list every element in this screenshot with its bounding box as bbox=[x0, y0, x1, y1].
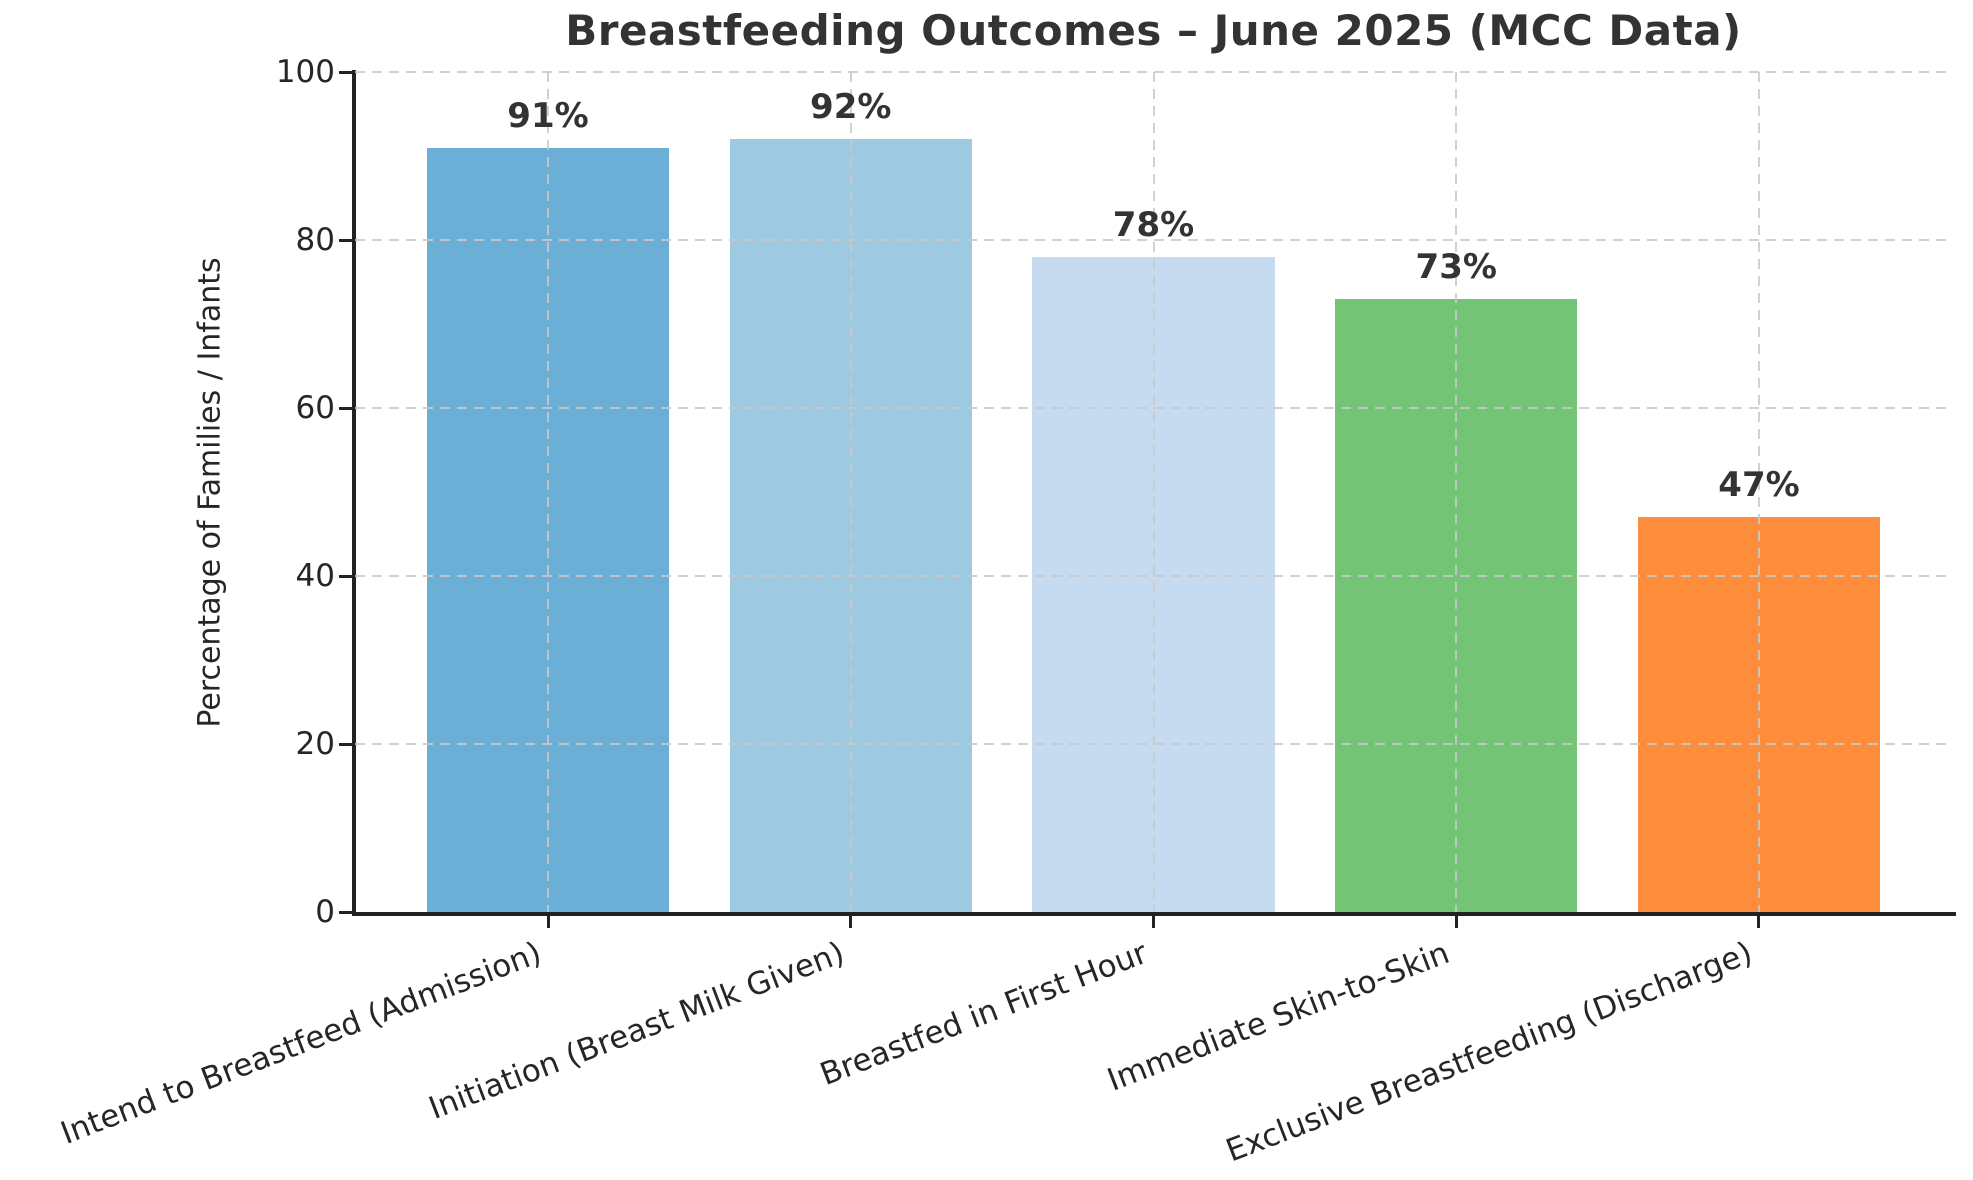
y-tick-mark-40 bbox=[339, 575, 353, 578]
x-tick-label-immediate-skin-to-skin: Immediate Skin-to-Skin bbox=[1102, 934, 1455, 1099]
x-tick-label-breastfed-in-first-hour: Breastfed in First Hour bbox=[814, 934, 1152, 1093]
value-label-intend-to-breastfeed-admission: 91% bbox=[507, 95, 589, 136]
value-label-exclusive-breastfeeding-discharge: 47% bbox=[1718, 465, 1800, 506]
y-tick-mark-60 bbox=[339, 407, 353, 410]
y-axis-spine bbox=[352, 70, 356, 916]
v-gridline-1 bbox=[547, 72, 549, 912]
y-axis-label-container: Percentage of Families / Infants bbox=[178, 72, 242, 912]
y-tick-mark-0 bbox=[339, 911, 353, 914]
y-tick-label-80: 80 bbox=[295, 222, 335, 258]
y-tick-label-60: 60 bbox=[295, 390, 335, 426]
y-tick-mark-80 bbox=[339, 239, 353, 242]
x-tick-mark-1 bbox=[546, 916, 550, 928]
x-tick-label-intend-to-breastfeed-admission: Intend to Breastfeed (Admission) bbox=[55, 934, 547, 1152]
x-tick-mark-5 bbox=[1757, 916, 1761, 928]
y-tick-label-20: 20 bbox=[295, 726, 335, 762]
value-label-breastfed-in-first-hour: 78% bbox=[1112, 204, 1195, 245]
x-axis-spine bbox=[352, 912, 1956, 916]
y-axis-label: Percentage of Families / Infants bbox=[192, 256, 228, 728]
x-tick-label-exclusive-breastfeeding-discharge: Exclusive Breastfeeding (Discharge) bbox=[1221, 934, 1758, 1170]
y-tick-mark-100 bbox=[339, 71, 353, 74]
v-gridline-3 bbox=[1152, 72, 1155, 912]
x-tick-mark-3 bbox=[1152, 916, 1155, 928]
chart-title: Breastfeeding Outcomes – June 2025 (MCC … bbox=[565, 6, 1742, 55]
v-gridline-2 bbox=[849, 72, 852, 912]
value-label-initiation-breast-milk-given: 92% bbox=[810, 87, 892, 128]
x-tick-label-initiation-breast-milk-given: Initiation (Breast Milk Given) bbox=[423, 934, 850, 1127]
x-tick-mark-4 bbox=[1454, 916, 1458, 928]
value-label-immediate-skin-to-skin: 73% bbox=[1415, 246, 1497, 287]
plot-area bbox=[355, 71, 1952, 912]
y-tick-label-100: 100 bbox=[275, 54, 335, 90]
v-gridline-5 bbox=[1757, 72, 1760, 912]
y-tick-label-0: 0 bbox=[315, 894, 335, 930]
y-tick-label-40: 40 bbox=[295, 558, 335, 594]
v-gridline-4 bbox=[1455, 72, 1458, 912]
x-tick-mark-2 bbox=[849, 916, 853, 928]
y-tick-mark-20 bbox=[339, 743, 353, 746]
